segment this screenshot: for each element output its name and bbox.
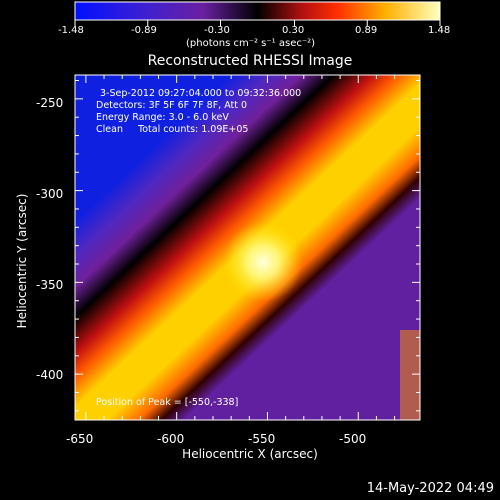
- plot-frame: [74, 74, 421, 421]
- colorbar-tick-label-2: -0.30: [204, 25, 230, 36]
- y-tick-label-2: -350: [36, 278, 64, 292]
- colorbar-unit-label: (photons cm⁻² s⁻¹ asec⁻²): [186, 38, 316, 49]
- y-tick-label-3: -400: [36, 368, 64, 382]
- annotation-peak: Position of Peak = [-550,-338]: [96, 397, 239, 408]
- peak-glow: [210, 212, 316, 312]
- x-tick-label-3: -500: [339, 432, 367, 446]
- colorbar-tick-label-3: 0.30: [282, 25, 305, 36]
- x-tick-label-2: -550: [248, 432, 276, 446]
- colorbar: [74, 1, 441, 21]
- axis-ticks: [75, 75, 420, 420]
- colorbar-tick-label-4: 0.89: [355, 25, 378, 36]
- annotation-time: 3-Sep-2012 09:27:04.000 to 09:32:36.000: [100, 88, 302, 99]
- image-corner-lower-right: [400, 330, 420, 420]
- colorbar-group: [74, 1, 441, 26]
- x-axis-label: Heliocentric X (arcsec): [182, 447, 318, 461]
- colorbar-tick-label-5: 1.48: [428, 25, 451, 36]
- annotation-clean: Clean Total counts: 1.09E+05: [96, 124, 249, 135]
- plot-title: Reconstructed RHESSI Image: [147, 53, 353, 69]
- y-axis-label: Heliocentric Y (arcsec): [15, 193, 29, 329]
- y-tick-label-1: -300: [36, 187, 64, 201]
- x-tick-label-1: -600: [157, 432, 185, 446]
- colorbar-tick-label-0: -1.48: [58, 25, 84, 36]
- x-tick-label-0: -650: [66, 432, 94, 446]
- annotation-energy: Energy Range: 3.0 - 6.0 keV: [96, 112, 229, 123]
- annotation-detectors: Detectors: 3F 5F 6F 7F 8F, Att 0: [96, 100, 248, 111]
- colorbar-ticks: [74, 20, 441, 26]
- footer-timestamp: 14-May-2022 04:49: [366, 481, 494, 496]
- colorbar-tick-label-1: -0.89: [131, 25, 157, 36]
- y-tick-label-0: -250: [36, 96, 64, 110]
